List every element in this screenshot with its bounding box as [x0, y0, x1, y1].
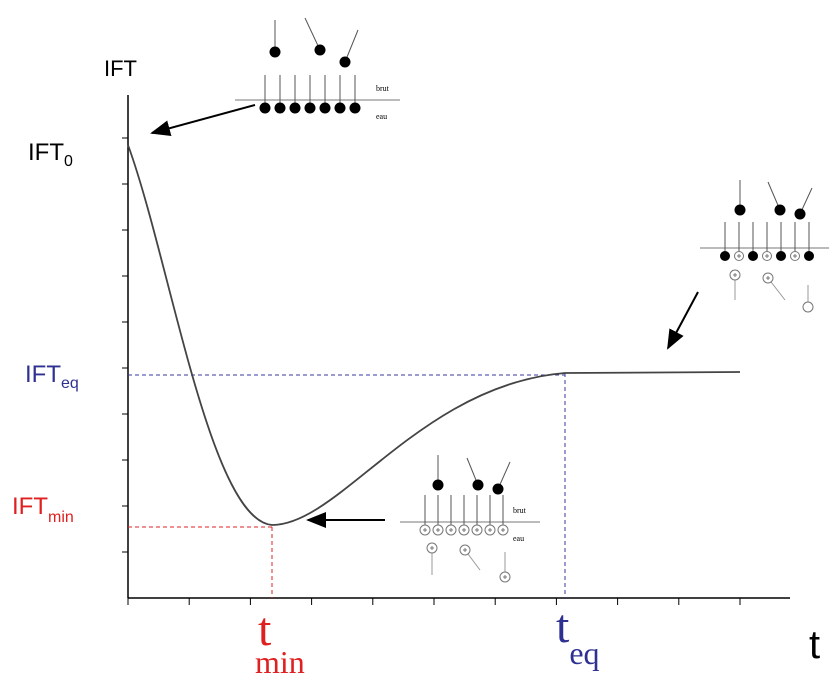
arrow: [667, 291, 699, 350]
surfactant-head: [259, 102, 271, 114]
inset-top-label: brut: [376, 84, 390, 93]
surfactant-head: [492, 483, 504, 495]
surfactant-head: [794, 208, 806, 220]
surfactant-head: [274, 102, 286, 114]
level-label: IFTmin: [12, 493, 74, 526]
surfactant-head: [734, 204, 746, 216]
surfactant-head: [776, 251, 786, 261]
surfactant-head: [289, 102, 301, 114]
level-subscript: eq: [61, 375, 79, 392]
arrow: [150, 104, 256, 136]
surfactant-head: [334, 102, 346, 114]
surfactant-head: [720, 251, 730, 261]
time-text: t: [556, 600, 570, 653]
surfactant-head: [269, 46, 281, 58]
surfactant-head: [319, 102, 331, 114]
surfactant-head: [314, 44, 326, 56]
time-text: t: [258, 603, 272, 656]
ift-curve: [127, 144, 741, 526]
surfactant-head: [472, 479, 484, 491]
tail: [344, 29, 359, 63]
y-axis-label: IFT: [104, 56, 137, 81]
inset-top-label: brut: [513, 506, 527, 515]
level-subscript: 0: [64, 153, 73, 170]
surfactant-head: [804, 251, 814, 261]
level-label: IFT0: [28, 139, 73, 170]
level-label: IFTeq: [25, 361, 79, 392]
inset-bottom-label: eau: [513, 534, 524, 543]
level-text: IFT: [28, 139, 64, 166]
time-label: teq: [556, 600, 600, 671]
surfactant-head: [339, 56, 351, 68]
surfactant-head: [349, 102, 361, 114]
time-subscript: eq: [569, 635, 599, 671]
tail: [304, 17, 321, 51]
surfactant-head: [748, 251, 758, 261]
surfactant-head: [432, 479, 444, 491]
axes: [122, 95, 790, 605]
x-axis-label: t: [809, 623, 820, 667]
level-subscript: min: [48, 509, 74, 526]
inset-bottom-label: eau: [376, 112, 387, 121]
time-subscript: min: [255, 644, 305, 678]
surfactant-head: [774, 204, 786, 216]
surfactant-head: [304, 102, 316, 114]
time-label: t min: [255, 603, 305, 678]
level-text: IFT: [12, 493, 48, 520]
level-text: IFT: [25, 361, 61, 388]
ion-head: [802, 301, 814, 313]
